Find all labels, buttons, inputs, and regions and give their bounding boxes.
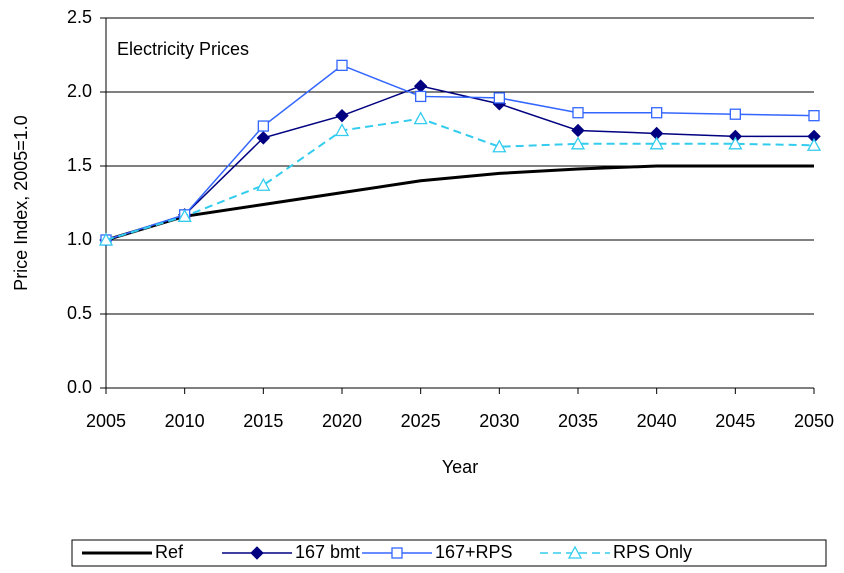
chart-title: Electricity Prices bbox=[117, 39, 249, 59]
y-tick-label: 0.5 bbox=[67, 303, 92, 323]
x-tick-label: 2025 bbox=[401, 411, 441, 431]
legend-label: Ref bbox=[155, 542, 184, 562]
x-tick-label: 2010 bbox=[165, 411, 205, 431]
data-point bbox=[728, 136, 743, 150]
legend-label: 167 bmt bbox=[295, 542, 360, 562]
x-axis-label: Year bbox=[442, 457, 478, 477]
data-point bbox=[806, 137, 822, 151]
x-tick-label: 2015 bbox=[243, 411, 283, 431]
series-line bbox=[105, 64, 815, 241]
data-point bbox=[492, 139, 507, 153]
y-tick-label: 1.0 bbox=[67, 229, 92, 249]
data-point bbox=[572, 107, 584, 119]
y-tick-label: 2.5 bbox=[67, 7, 92, 27]
data-point bbox=[415, 90, 427, 103]
legend-label: 167+RPS bbox=[435, 542, 513, 562]
series-line bbox=[105, 117, 815, 241]
data-point bbox=[729, 108, 741, 120]
data-point bbox=[257, 120, 269, 132]
data-point bbox=[413, 79, 428, 93]
data-point bbox=[651, 107, 663, 119]
data-point bbox=[335, 108, 349, 123]
y-tick-label: 1.5 bbox=[67, 155, 92, 175]
data-point bbox=[413, 111, 428, 125]
data-point bbox=[256, 131, 271, 145]
data-point bbox=[98, 232, 114, 246]
x-tick-label: 2030 bbox=[479, 411, 519, 431]
legend-marker bbox=[567, 545, 583, 559]
data-point bbox=[649, 136, 664, 150]
data-point bbox=[570, 136, 586, 150]
legend-marker bbox=[391, 547, 403, 559]
series-line bbox=[105, 85, 814, 241]
y-axis-label: Price Index, 2005=1.0 bbox=[11, 115, 31, 291]
y-tick-label: 0.0 bbox=[67, 377, 92, 397]
x-tick-label: 2020 bbox=[322, 411, 362, 431]
data-point bbox=[177, 208, 192, 222]
x-tick-label: 2045 bbox=[715, 411, 755, 431]
data-point bbox=[256, 177, 271, 191]
legend-label: RPS Only bbox=[613, 542, 692, 562]
data-point bbox=[334, 123, 350, 137]
legend-box bbox=[71, 539, 827, 567]
series-line bbox=[105, 164, 814, 242]
legend-marker bbox=[250, 546, 264, 560]
x-tick-label: 2005 bbox=[86, 411, 126, 431]
x-tick-label: 2050 bbox=[794, 411, 834, 431]
y-tick-label: 2.0 bbox=[67, 81, 92, 101]
x-tick-label: 2035 bbox=[558, 411, 598, 431]
data-point bbox=[571, 123, 585, 138]
x-tick-label: 2040 bbox=[637, 411, 677, 431]
data-point bbox=[336, 59, 348, 72]
data-point bbox=[493, 92, 505, 104]
data-point bbox=[808, 110, 820, 122]
